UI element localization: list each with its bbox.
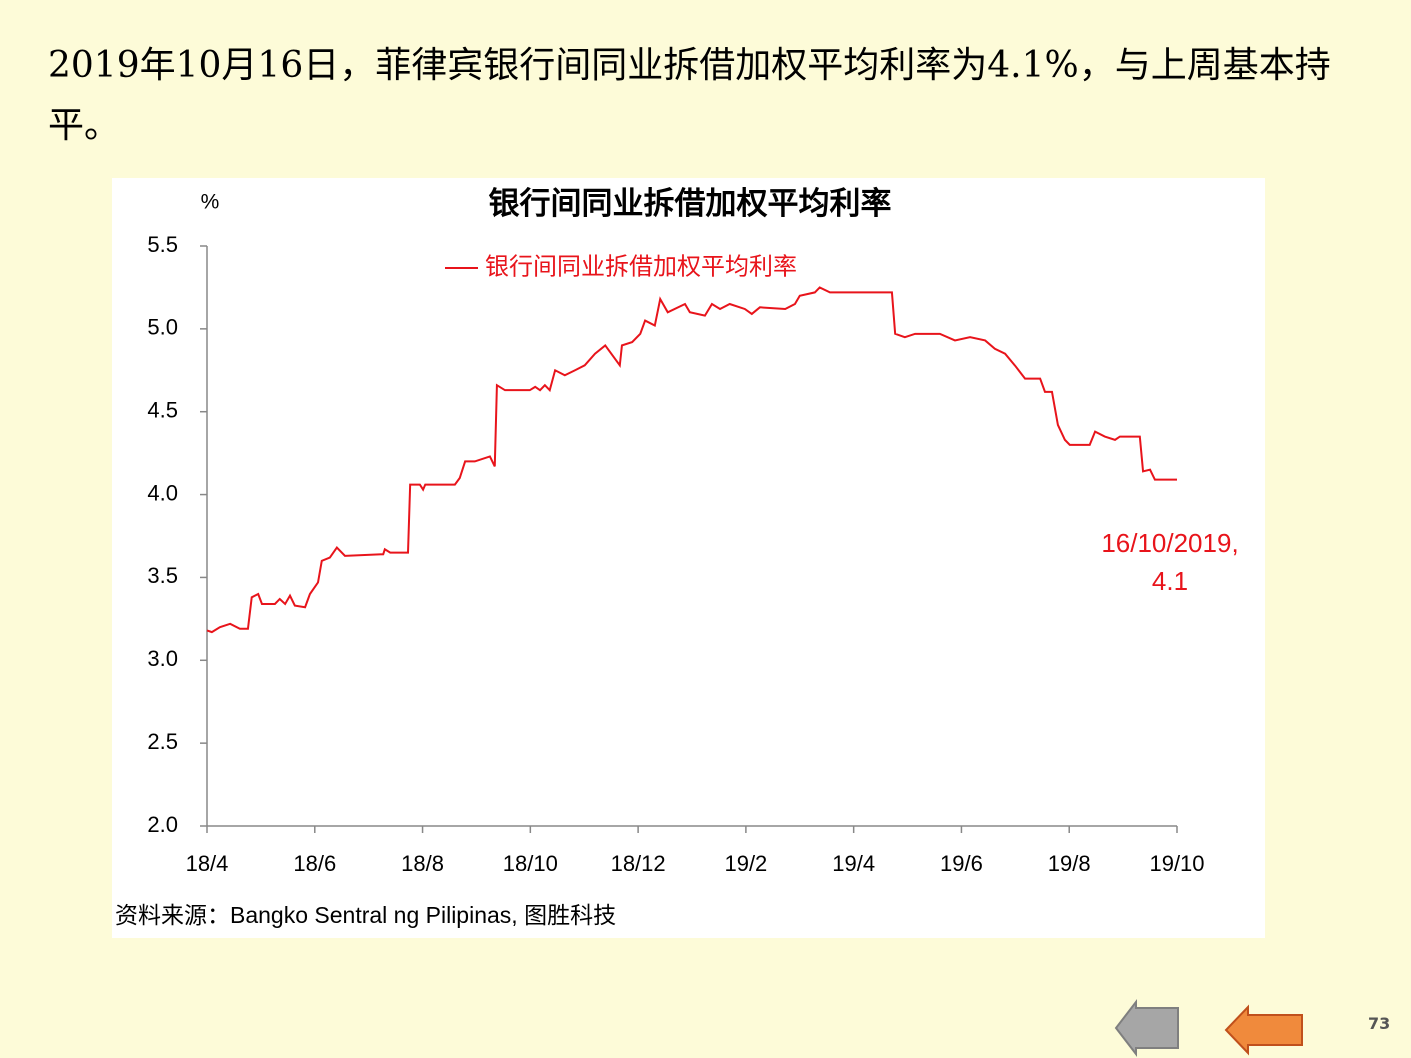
back-button[interactable]: [1224, 1004, 1303, 1056]
x-tick-label: 18/4: [186, 851, 229, 876]
chart-area: [112, 178, 1265, 938]
x-tick-label: 19/4: [832, 851, 875, 876]
x-tick-label: 19/6: [940, 851, 983, 876]
y-tick-label: 3.0: [147, 646, 178, 671]
chart-title: 银行间同业拆借加权平均利率: [489, 186, 892, 221]
y-tick-label: 4.5: [147, 398, 178, 423]
line-series: [206, 286, 1177, 634]
x-tick-label: 18/8: [401, 851, 444, 876]
x-tick-label: 18/12: [611, 851, 666, 876]
annotation: 16/10/2019,: [1101, 528, 1238, 558]
x-tick-label: 19/2: [724, 851, 767, 876]
y-tick-label: 2.0: [147, 812, 178, 837]
page-number: 73: [1368, 1014, 1391, 1033]
y-tick-label: 5.5: [147, 232, 178, 257]
y-axis-label: %: [201, 191, 220, 214]
y-tick-label: 5.0: [147, 315, 178, 340]
y-tick-label: 4.0: [147, 480, 178, 505]
y-tick-label: 2.5: [147, 729, 178, 754]
x-tick-label: 18/6: [293, 851, 336, 876]
x-tick-label: 19/10: [1149, 851, 1204, 876]
x-tick-label: 18/10: [503, 851, 558, 876]
source: 资料来源：Bangko Sentral ng Pilipinas, 图胜科技: [115, 902, 616, 928]
heading: 2019年10月16日，菲律宾银行间同业拆借加权平均利率为4.1%，与上周基本持…: [48, 45, 1331, 146]
annotation: 4.1: [1152, 566, 1188, 596]
prev-button[interactable]: [1114, 999, 1179, 1057]
x-tick-label: 19/8: [1048, 851, 1091, 876]
y-tick-label: 3.5: [147, 563, 178, 588]
legend-label: 银行间同业拆借加权平均利率: [485, 253, 797, 280]
